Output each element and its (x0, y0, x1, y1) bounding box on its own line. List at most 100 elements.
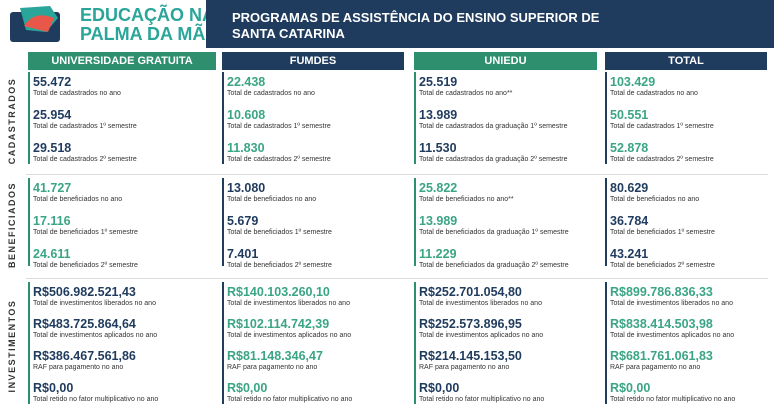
column-line (222, 178, 224, 266)
value: 22.438 (227, 75, 266, 89)
value-label: Total de investimentos liberados no ano (610, 300, 733, 307)
value: R$140.103.260,10 (227, 285, 330, 299)
column-line (222, 282, 224, 404)
value-label: Total de beneficiados no ano (33, 196, 123, 203)
title: PROGRAMAS DE ASSISTÊNCIA DO ENSINO SUPER… (232, 10, 599, 42)
value: R$0,00 (419, 381, 460, 395)
value: R$681.761.061,83 (610, 349, 713, 363)
value: 24.611 (33, 247, 71, 261)
section-label: INVESTIMENTOS (7, 299, 17, 393)
value: 7.401 (227, 247, 259, 261)
value-label: Total de investimentos liberados no ano (419, 300, 542, 307)
value-label: Total de cadastrados no ano** (419, 90, 513, 97)
value-label: Total de cadastrados no ano (227, 90, 315, 97)
logo: EDUCAÇÃO NA PALMA DA MÃO (80, 6, 219, 44)
value-label: Total de cadastrados 2º semestre (610, 156, 714, 163)
value-label: Total de investimentos liberados no ano (227, 300, 350, 307)
value-label: Total de cadastrados 1º semestre (610, 123, 714, 130)
value-label: Total de investimentos aplicados no ano (419, 332, 544, 339)
banner (206, 0, 774, 48)
value-label: RAF para pagamento no ano (610, 364, 701, 371)
value: 41.727 (33, 181, 72, 195)
value: 11.229 (419, 247, 457, 261)
column-line (605, 282, 607, 404)
value: R$0,00 (227, 381, 268, 395)
column-line (222, 72, 224, 164)
value: 11.530 (419, 141, 457, 155)
value-label: Total de cadastrados 1º semestre (33, 123, 137, 130)
column-line (28, 72, 30, 164)
value-label: Total de beneficiados 1º semestre (33, 229, 138, 236)
value: 13.080 (227, 181, 266, 195)
value: R$0,00 (610, 381, 651, 395)
column-line (605, 178, 607, 266)
value-label: Total de cadastrados da graduação 2º sem… (419, 156, 568, 163)
value: 50.551 (610, 108, 649, 122)
logo-icon (10, 6, 60, 42)
value: R$252.701.054,80 (419, 285, 522, 299)
value-label: RAF para pagamento no ano (33, 364, 124, 371)
value: 25.954 (33, 108, 72, 122)
value-label: Total de beneficiados da graduação 1º se… (419, 229, 569, 236)
value: R$214.145.153,50 (419, 349, 522, 363)
value: R$506.982.521,43 (33, 285, 136, 299)
value-label: Total retido no fator multiplicativo no … (227, 396, 353, 403)
value-label: Total de beneficiados no ano (227, 196, 317, 203)
column-header: TOTAL (605, 52, 767, 70)
value-label: Total de cadastrados no ano (610, 90, 698, 97)
column-header: UNIEDU (414, 52, 597, 70)
value: 80.629 (610, 181, 649, 195)
value: R$386.467.561,86 (33, 349, 136, 363)
value-label: Total de beneficiados 2º semestre (227, 262, 332, 269)
value-label: Total retido no fator multiplicativo no … (33, 396, 159, 403)
value-label: Total de investimentos aplicados no ano (610, 332, 735, 339)
column-line (28, 282, 30, 404)
value: 36.784 (610, 214, 649, 228)
value: R$252.573.896,95 (419, 317, 522, 331)
value-label: Total de cadastrados da graduação 1º sem… (419, 123, 568, 130)
value-label: Total de cadastrados 2º semestre (33, 156, 137, 163)
value: R$102.114.742,39 (227, 317, 330, 331)
value: 17.116 (33, 214, 71, 228)
value-label: Total de investimentos aplicados no ano (33, 332, 158, 339)
column-header: FUMDES (222, 52, 404, 70)
value-label: Total de beneficiados 1º semestre (227, 229, 332, 236)
column-line (414, 178, 416, 266)
column-line (28, 178, 30, 266)
section-label: CADASTRADOS (7, 77, 17, 165)
value: 5.679 (227, 214, 259, 228)
value-label: Total de beneficiados 2º semestre (610, 262, 715, 269)
column-line (605, 72, 607, 164)
value-label: Total de beneficiados no ano (610, 196, 700, 203)
value-label: RAF para pagamento no ano (227, 364, 318, 371)
value-label: Total de beneficiados 2º semestre (33, 262, 138, 269)
value: R$483.725.864,64 (33, 317, 136, 331)
value-label: Total de beneficiados no ano** (419, 196, 514, 203)
value: R$0,00 (33, 381, 74, 395)
logo-line: EDUCAÇÃO NA (80, 5, 215, 25)
section-divider (26, 278, 768, 279)
value-label: Total de investimentos liberados no ano (33, 300, 156, 307)
value-label: Total retido no fator multiplicativo no … (610, 396, 736, 403)
value: 43.241 (610, 247, 649, 261)
column-line (414, 282, 416, 404)
value: 29.518 (33, 141, 72, 155)
value-label: Total de beneficiados 1º semestre (610, 229, 715, 236)
column-header: UNIVERSIDADE GRATUITA (28, 52, 216, 70)
title-line: PROGRAMAS DE ASSISTÊNCIA DO ENSINO SUPER… (232, 10, 600, 25)
value-label: Total de cadastrados no ano (33, 90, 121, 97)
value: 13.989 (419, 108, 458, 122)
value: R$838.414.503,98 (610, 317, 713, 331)
value-label: RAF para pagamento no ano (419, 364, 510, 371)
title-line: SANTA CATARINA (232, 26, 345, 41)
value: R$81.148.346,47 (227, 349, 323, 363)
value: 10.608 (227, 108, 266, 122)
value: 25.519 (419, 75, 458, 89)
value: R$899.786.836,33 (610, 285, 713, 299)
column-line (414, 72, 416, 164)
value: 13.989 (419, 214, 458, 228)
value-label: Total de cadastrados 1º semestre (227, 123, 331, 130)
value: 103.429 (610, 75, 656, 89)
value-label: Total de beneficiados da graduação 2º se… (419, 262, 569, 269)
